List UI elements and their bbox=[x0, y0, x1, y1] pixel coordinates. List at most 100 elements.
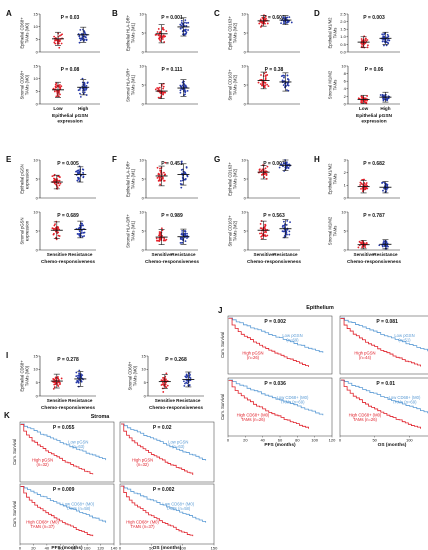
panel-h-bottom-tick-label: 10 bbox=[341, 209, 346, 214]
panel-g-bottom-point bbox=[260, 232, 263, 235]
panel-letter: K bbox=[4, 411, 10, 420]
panel-b-top-point bbox=[179, 27, 182, 30]
panel-g-bottom-point bbox=[266, 234, 269, 237]
panel-a-bottom-point bbox=[85, 88, 87, 91]
panel-c-bottom-point bbox=[286, 78, 289, 80]
panel-d-top-point bbox=[364, 39, 367, 42]
km-j-1-low-label: (n=69) bbox=[286, 337, 299, 342]
panel-f-top-point bbox=[186, 174, 189, 177]
panel-i-left-tick-label: 15 bbox=[33, 353, 38, 358]
panel-b-top-point bbox=[161, 38, 164, 40]
panel-b-bottom-point bbox=[162, 87, 165, 90]
panel-h-top-point bbox=[366, 184, 368, 187]
panel-i-right-point bbox=[184, 375, 187, 378]
panel-d-bottom-tick-label: 10 bbox=[341, 63, 346, 68]
panel-h-top-tick-label: 0 bbox=[344, 195, 347, 200]
panel-d-bottom-point bbox=[379, 94, 382, 96]
panel-c-top-tick-label: 5 bbox=[244, 30, 247, 35]
panel-f-bottom-point bbox=[181, 229, 184, 232]
panel-e-top-point bbox=[76, 169, 79, 172]
panel-f-bottom-p-value: P = 0.989 bbox=[161, 213, 183, 219]
panel-f-bottom-point bbox=[180, 236, 182, 239]
panel-b-top-point bbox=[158, 33, 160, 36]
panel-i-left-point bbox=[77, 380, 79, 383]
panel-e-bottom-tick-label: 0 bbox=[36, 247, 39, 252]
km-j-4-low-label: Low CD68+ (M0) bbox=[389, 395, 421, 400]
panel-a-top-point bbox=[58, 46, 61, 49]
panel-f-top-point bbox=[156, 166, 159, 169]
panel-f-top-point bbox=[179, 180, 182, 182]
km-j-4-high-label: TAMs (n=26) bbox=[353, 417, 378, 422]
km-k-4-low-label: TAMs (n=58) bbox=[166, 506, 191, 511]
panel-c-top-y-label: Epithelial CD163+TAMs (M2) bbox=[228, 16, 238, 50]
panel-h-top-p-value: P = 0.682 bbox=[363, 161, 385, 167]
panel-b-top-point bbox=[180, 19, 183, 22]
panel-d-bottom-point bbox=[361, 95, 363, 98]
panel-letter: F bbox=[112, 155, 117, 164]
panel-d-top-point bbox=[367, 44, 369, 47]
panel-g: G 10 5 0 Epithelial CD163+TAMs (M2) P = 0.007… bbox=[214, 155, 301, 265]
panel-i: I 15 10 5 0 Epithelial CD68+TAMs (M0) P = 0.27… bbox=[6, 351, 204, 411]
panel-h-top-point bbox=[386, 184, 389, 187]
panel-g-bottom-point bbox=[261, 234, 264, 237]
panel-a-top-point bbox=[85, 36, 87, 39]
km-j-3-tick-label: 40 bbox=[260, 438, 265, 443]
km-k-1-high-curve bbox=[20, 424, 94, 475]
panel-e-bottom-p-value: P = 0.689 bbox=[57, 213, 79, 219]
km-k-4-tick-label: 100 bbox=[179, 546, 186, 550]
panel-e-bottom-point bbox=[53, 224, 56, 227]
panel-i-right-point bbox=[185, 373, 188, 376]
panel-i-right-point bbox=[189, 377, 192, 379]
km-k-3-tick-label: 60 bbox=[58, 546, 63, 550]
panel-x-title: expression bbox=[361, 119, 386, 125]
panel-f-bottom-point bbox=[155, 239, 158, 242]
km-j-1-high-label: High pGSN bbox=[242, 350, 263, 355]
panel-b-bottom-point bbox=[154, 88, 157, 91]
panel-h-bottom-y-label: Stromal M1/M2TAMs bbox=[328, 216, 338, 245]
panel-f-bottom-point bbox=[186, 237, 188, 239]
km-j-2-p-value: P = 0.081 bbox=[376, 319, 398, 325]
panel-f-bottom-point bbox=[181, 241, 183, 244]
panel-f-bottom-point bbox=[186, 232, 188, 235]
km-k-4-tick-label: 50 bbox=[149, 546, 154, 550]
panel-f-bottom-point bbox=[184, 234, 186, 237]
panel-f-bottom-point bbox=[163, 239, 166, 242]
panel-i-left-point bbox=[78, 369, 81, 372]
panel-i-right-point bbox=[161, 379, 164, 382]
panel-c-top-tick-label: 10 bbox=[241, 11, 246, 16]
panel-c-top-point bbox=[286, 16, 289, 19]
panel-g-top-point bbox=[287, 167, 290, 169]
panel-i-left-point bbox=[77, 374, 79, 377]
panel-g-top-point bbox=[265, 170, 267, 173]
panel-i-right-point bbox=[166, 384, 169, 387]
panel-f-bottom-point bbox=[161, 229, 164, 232]
panel-e-bottom-tick-label: 5 bbox=[36, 228, 39, 233]
panel-a-top-point bbox=[53, 35, 56, 38]
panel-b-top-tick-label: 10 bbox=[139, 11, 144, 16]
panel-i-left-point bbox=[54, 376, 57, 379]
panel-a-top-p-value: P = 0.03 bbox=[61, 15, 80, 21]
panel-e-bottom-tick-label: 10 bbox=[33, 209, 38, 214]
panel-d-bottom-category-label: Low bbox=[359, 106, 369, 111]
panel-f-top-point bbox=[184, 172, 187, 175]
panel-f-top-point bbox=[180, 168, 183, 171]
km-k-1-low-label: Low pGSN bbox=[68, 440, 88, 445]
km-k-1-frame bbox=[19, 421, 115, 483]
panel-b-bottom-point bbox=[183, 88, 186, 91]
panel-a-bottom-point bbox=[54, 83, 57, 86]
panel-d-top-point bbox=[383, 40, 386, 43]
panel-h-bottom-point bbox=[378, 244, 381, 247]
panel-h-top-point bbox=[382, 189, 384, 192]
panel-d-bottom-point bbox=[382, 99, 385, 102]
panel-i-right-point bbox=[162, 377, 165, 379]
panel-e-top-p-value: P = 0.005 bbox=[57, 161, 79, 167]
panel-i-right-point bbox=[183, 380, 185, 383]
panel-g-bottom-point bbox=[288, 233, 291, 236]
panel-c-bottom-y-label: Stromal CD163+TAMs (M2) bbox=[228, 69, 238, 101]
panel-b-top-point bbox=[184, 19, 187, 22]
panel-d-top-point bbox=[366, 46, 369, 49]
panel-i-left-category-label: Resistance bbox=[68, 398, 93, 403]
panel-a-top-tick-label: 5 bbox=[36, 37, 39, 42]
panel-b-top-y-label: Epithelial HLA-DR+TAMs (M1) bbox=[126, 14, 136, 51]
